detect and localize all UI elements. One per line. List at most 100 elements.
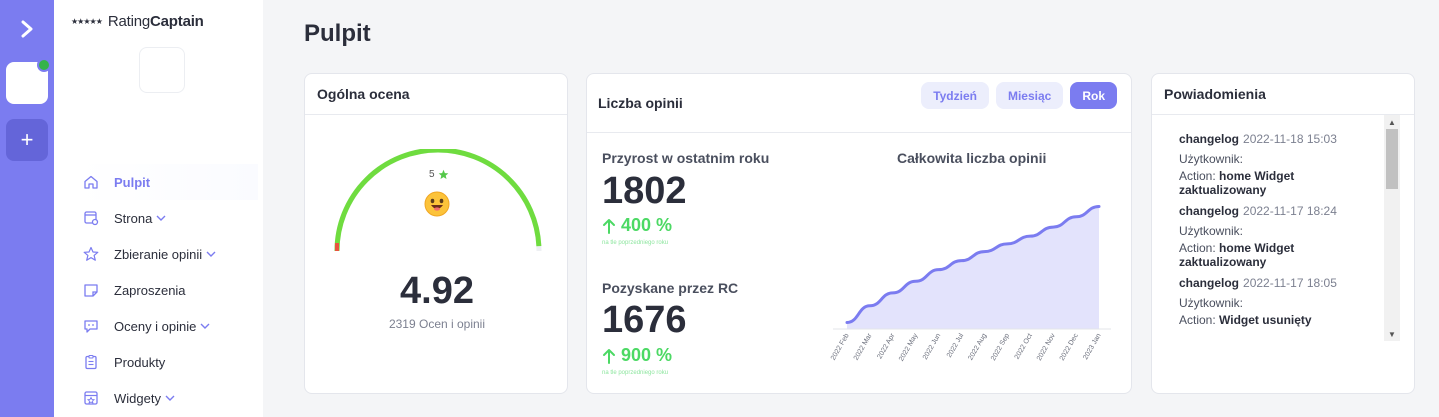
notification-time: 2022-11-17 18:24 [1243,204,1337,218]
sidebar: ★★★★★ RatingCaptain Pulpit Strona Zbiera… [54,0,263,417]
chart-x-tick-label: 2022 Dec [1059,332,1080,362]
chart-area [847,206,1099,329]
chart-x-tick-label: 2022 Aug [967,332,988,361]
logo-text-bold: Captain [150,13,204,30]
growth-note: na tle poprzedniego roku [602,240,669,246]
notification-list[interactable]: changelog 2022-11-18 15:03 Użytkownik: Ac… [1179,132,1379,348]
notification-action-label: Action: [1179,169,1216,183]
max-stars: 5 [429,169,449,180]
card-title: Liczba opinii [587,74,1131,133]
chevron-down-icon [165,394,175,402]
widget-icon [82,389,100,407]
overall-score: 4.92 [400,270,474,312]
chart-x-tick-label: 2022 Mar [853,332,874,362]
notifications-scrollbar[interactable]: ▲ ▼ [1384,115,1400,341]
notification-user: Użytkownik: [1179,152,1244,166]
scroll-thumb[interactable] [1386,129,1398,189]
chart-x-tick-label: 2022 Oct [1014,332,1034,360]
chart-title: Całkowita liczba opinii [897,150,1047,166]
sidebar-item-label: Oceny i opinie [114,318,197,334]
sidebar-item-pulpit[interactable]: Pulpit [78,164,258,200]
rc-value: 1676 [602,299,687,341]
chart-x-tick-label: 2022 Jul [946,332,966,359]
notification-user: Użytkownik: [1179,224,1244,238]
review-count-card: Liczba opinii Tydzień Miesiąc Rok Przyro… [586,73,1132,394]
sidebar-item-widgety[interactable]: Widgety [78,380,258,416]
card-title: Ogólna ocena [305,74,567,115]
scroll-down-icon[interactable]: ▼ [1388,329,1396,339]
notification-action: home Widget zaktualizowany [1179,169,1295,197]
chart-x-tick-label: 2022 Sep [990,332,1011,362]
reviews-icon [82,317,100,335]
gauge-fill [334,149,542,252]
chart-x-tick-label: 2022 Nov [1036,332,1057,362]
chart-x-tick-label: 2022 Feb [830,332,851,361]
rating-gauge [334,149,542,252]
notification-time: 2022-11-18 15:03 [1243,132,1337,146]
gauge-low-marker [335,243,339,251]
notification-type: changelog [1179,132,1240,146]
logo[interactable]: ★★★★★ RatingCaptain [71,13,204,30]
overall-rating-card: Ogólna ocena 5 4.92 2319 Ocen i opinii [304,73,568,394]
chevron-down-icon [156,214,166,222]
notification-item[interactable]: changelog 2022-11-18 15:03 Użytkownik: Ac… [1179,132,1379,204]
notification-item[interactable]: changelog 2022-11-17 18:24 Użytkownik: Ac… [1179,204,1379,276]
add-site-button[interactable]: + [6,119,48,161]
sidebar-item-label: Produkty [114,354,166,370]
sidebar-item-produkty[interactable]: Produkty [78,344,258,380]
expand-chevron-icon[interactable] [14,16,40,42]
growth-percent-value: 400 % [621,215,673,235]
rc-label: Pozyskane przez RC [602,280,739,296]
period-year-button[interactable]: Rok [1070,82,1117,109]
rc-note: na tle poprzedniego roku [602,370,669,376]
page-title: Pulpit [304,20,371,47]
chevron-down-icon [200,322,210,330]
sidebar-item-label: Zaproszenia [114,282,186,298]
star-icon [438,169,448,180]
sidebar-item-zaproszenia[interactable]: Zaproszenia [78,272,258,308]
arrow-up-icon [603,218,615,234]
sidebar-item-label: Zbieranie opinii [114,246,203,262]
star-icon [82,245,100,263]
home-icon [82,173,100,191]
sidebar-item-label: Strona [114,210,153,226]
card-title: Powiadomienia [1152,74,1414,115]
chart-line [845,204,1101,325]
notification-user: Użytkownik: [1179,296,1244,310]
total-reviews-chart: 2022 Feb 2022 Mar 2022 Apr 2022 May 2022 Jun… [830,204,1111,363]
invitation-icon [82,281,100,299]
period-month-button[interactable]: Miesiąc [995,82,1064,109]
chart-x-tick-label: 2022 Apr [876,332,896,360]
growth-percent: 400 % [602,215,672,236]
rc-percent: 900 % [602,345,672,366]
scroll-up-icon[interactable]: ▲ [1388,117,1396,127]
sidebar-item-strona[interactable]: Strona [78,200,258,236]
notification-action: home Widget zaktualizowany [1179,241,1295,269]
period-switch: Tydzień Miesiąc Rok [921,82,1117,109]
sidebar-item-oceny-i-opinie[interactable]: Oceny i opinie [78,308,258,344]
plus-icon: + [20,127,34,152]
app-rail: + [0,0,54,417]
site-thumbnail[interactable] [139,47,185,93]
rc-percent-value: 900 % [621,345,673,365]
max-stars-label: 5 [429,169,435,180]
logo-stars-icon: ★★★★★ [71,17,103,26]
sidebar-item-label: Pulpit [114,174,151,190]
notification-time: 2022-11-17 18:05 [1243,276,1337,290]
growth-label: Przyrost w ostatnim roku [602,150,770,166]
chart-x-tick-label: 2023 Jan [1082,332,1103,361]
logo-text-light: Rating [107,13,151,30]
notification-action-label: Action: [1179,241,1216,255]
notifications-card: Powiadomienia changelog 2022-11-18 15:03 … [1151,73,1415,394]
sidebar-item-zbieranie-opinii[interactable]: Zbieranie opinii [78,236,258,272]
period-week-button[interactable]: Tydzień [921,82,989,109]
sidebar-item-label: Widgety [114,390,161,406]
notification-item[interactable]: changelog 2022-11-17 18:05 Użytkownik: Ac… [1179,276,1379,348]
notification-type: changelog [1179,204,1240,218]
chevron-down-icon [206,250,216,258]
happy-face-icon [424,191,450,217]
notification-action: Widget usunięty [1219,313,1312,327]
sidebar-nav: Pulpit Strona Zbieranie opinii Zaproszen… [78,164,258,416]
growth-value: 1802 [602,170,687,212]
chart-x-tick-label: 2022 Jun [922,332,943,361]
